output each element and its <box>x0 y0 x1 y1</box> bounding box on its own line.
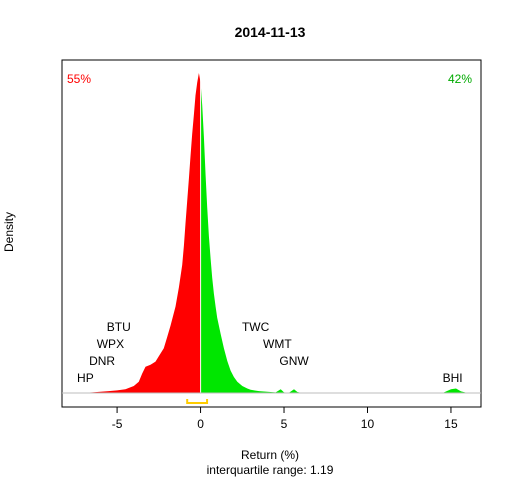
ticker-annotation: DNR <box>89 354 115 368</box>
plot-frame <box>61 59 482 408</box>
ticker-annotation: GNW <box>279 354 309 368</box>
ticker-annotation: WMT <box>263 337 292 351</box>
x-tick-label: 5 <box>281 417 288 431</box>
chart-title: 2014-11-13 <box>235 24 306 40</box>
x-tick-label: 15 <box>444 417 458 431</box>
ticker-annotation: WPX <box>97 337 124 351</box>
ticker-annotation: BHI <box>443 371 463 385</box>
iqr-subtitle: interquartile range: 1.19 <box>207 463 334 477</box>
y-axis-label: Density <box>2 212 16 252</box>
ticker-annotation: TWC <box>242 320 270 334</box>
x-tick-label: 10 <box>361 417 375 431</box>
ticker-annotation: BTU <box>107 320 131 334</box>
positive-share-label: 42% <box>448 72 472 86</box>
positive-density-area <box>200 82 468 393</box>
negative-density-area <box>80 73 201 393</box>
x-tick-label: -5 <box>112 417 123 431</box>
negative-share-label: 55% <box>67 72 91 86</box>
iqr-bracket <box>186 399 209 404</box>
x-tick-label: 0 <box>197 417 204 431</box>
x-axis-label: Return (%) <box>241 448 299 462</box>
plot-area: -5 0 5 10 15 HP DNR WPX BTU TWC WMT GNW BHI <box>61 59 482 431</box>
ticker-annotation: HP <box>77 371 94 385</box>
